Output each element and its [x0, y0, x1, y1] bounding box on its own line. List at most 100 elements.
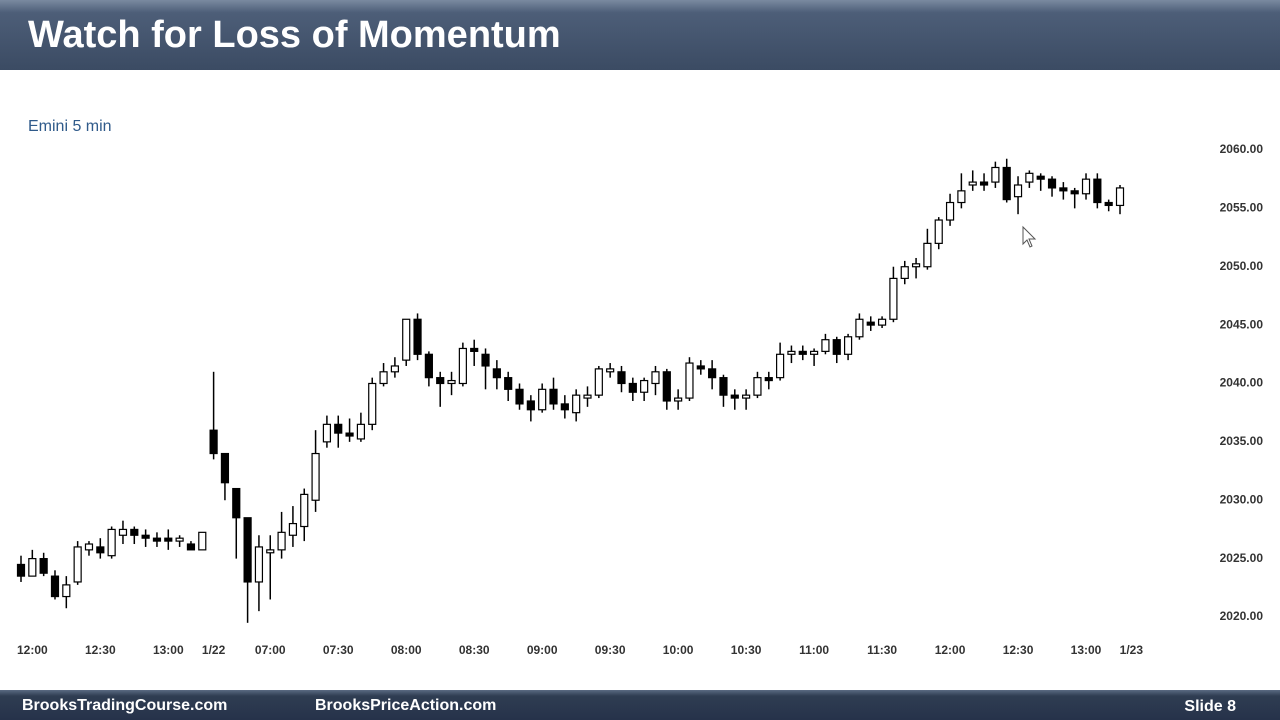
y-tick-label: 2055.00 — [1220, 201, 1264, 215]
candle-body — [911, 263, 921, 268]
candle-body — [118, 528, 128, 536]
candle-body — [832, 339, 841, 355]
x-tick-label: 1/23 — [1120, 643, 1144, 657]
candle-body — [470, 347, 479, 352]
candle-body — [685, 362, 694, 399]
candle-body — [28, 558, 37, 577]
candle-body — [84, 543, 94, 551]
candle-body — [549, 388, 558, 405]
candle-body — [945, 201, 955, 221]
candle-body — [662, 371, 671, 402]
candle-body — [379, 371, 388, 385]
candle-body — [583, 394, 592, 399]
candle-body — [186, 543, 196, 551]
candle-body — [198, 531, 207, 551]
candle-body — [141, 534, 150, 539]
candle-body — [606, 368, 615, 373]
candle-body — [753, 377, 762, 396]
y-tick-label: 2035.00 — [1220, 434, 1264, 448]
candle-body — [628, 382, 637, 393]
candle-body — [708, 368, 717, 379]
candle-body — [164, 537, 173, 542]
candle-body — [594, 368, 603, 396]
x-tick-label: 12:00 — [935, 643, 966, 657]
x-tick-label: 12:30 — [85, 643, 116, 657]
candle-body — [1036, 175, 1045, 180]
candle-body — [96, 546, 105, 554]
candle-body — [311, 452, 320, 501]
candle-body — [266, 549, 275, 554]
y-tick-label: 2040.00 — [1220, 376, 1264, 390]
candle-body — [526, 400, 535, 411]
candle-body — [538, 388, 547, 411]
candle-body — [481, 353, 490, 367]
candle-body — [560, 403, 569, 411]
y-tick-label: 2060.00 — [1220, 142, 1264, 156]
x-tick-label: 09:30 — [595, 643, 626, 657]
candle-body — [934, 219, 943, 244]
candle-body — [730, 394, 739, 399]
candle-body — [1047, 178, 1057, 189]
candle-body — [787, 350, 796, 355]
x-tick-label: 08:00 — [391, 643, 422, 657]
candle-body — [458, 347, 467, 385]
y-tick-label: 2050.00 — [1220, 259, 1264, 273]
candle-body — [209, 429, 218, 455]
candle-body — [1025, 172, 1034, 183]
candle-body — [334, 423, 343, 434]
x-tick-label: 07:30 — [323, 643, 354, 657]
candle-body — [73, 546, 82, 583]
footer-left: BrooksTradingCourse.com — [22, 697, 227, 714]
candle-body — [776, 353, 785, 379]
candle-body — [1104, 201, 1113, 207]
candle-body — [16, 563, 26, 577]
y-tick-label: 2020.00 — [1220, 609, 1264, 623]
candle-body — [288, 522, 298, 536]
candle-body — [866, 321, 875, 326]
candle-body — [402, 318, 411, 361]
candle-body — [979, 181, 989, 186]
footer-bar — [0, 690, 1280, 720]
footer-slide: Slide 8 — [1184, 698, 1236, 715]
x-tick-label: 07:00 — [255, 643, 286, 657]
header-bar — [0, 0, 1280, 70]
candle-body — [492, 368, 501, 379]
candle-body — [742, 394, 751, 399]
candle-body — [809, 350, 819, 355]
x-tick-label: 13:00 — [153, 643, 184, 657]
candle-body — [300, 493, 309, 528]
x-tick-label: 10:00 — [663, 643, 694, 657]
candle-body — [152, 537, 162, 542]
candle-body — [277, 531, 286, 551]
x-tick-label: 10:30 — [731, 643, 762, 657]
candle-body — [1093, 178, 1102, 204]
candle-body — [1070, 190, 1079, 195]
x-tick-label: 08:30 — [459, 643, 490, 657]
y-tick-label: 2045.00 — [1220, 317, 1264, 331]
candle-body — [232, 487, 241, 519]
candle-body — [390, 365, 399, 373]
x-tick-label: 12:30 — [1003, 643, 1034, 657]
chart-subtitle: Emini 5 min — [28, 118, 112, 135]
x-tick-label: 12:00 — [17, 643, 48, 657]
y-tick-label: 2030.00 — [1220, 492, 1264, 506]
x-tick-label: 13:00 — [1071, 643, 1102, 657]
candle-body — [855, 318, 864, 338]
x-tick-label: 09:00 — [527, 643, 558, 657]
candle-body — [968, 181, 977, 186]
candle-body — [130, 528, 139, 536]
candle-body — [617, 371, 626, 385]
candle-body — [821, 339, 830, 352]
x-tick-label: 11:00 — [799, 643, 829, 657]
candle-body — [696, 365, 705, 370]
candle-body — [356, 423, 365, 440]
candle-body — [175, 537, 184, 542]
candle-body — [572, 394, 581, 414]
candle-body — [719, 377, 728, 396]
candle-body — [957, 190, 966, 204]
candle-body — [877, 318, 887, 326]
candle-body — [447, 379, 456, 385]
candle-body — [1013, 184, 1023, 198]
